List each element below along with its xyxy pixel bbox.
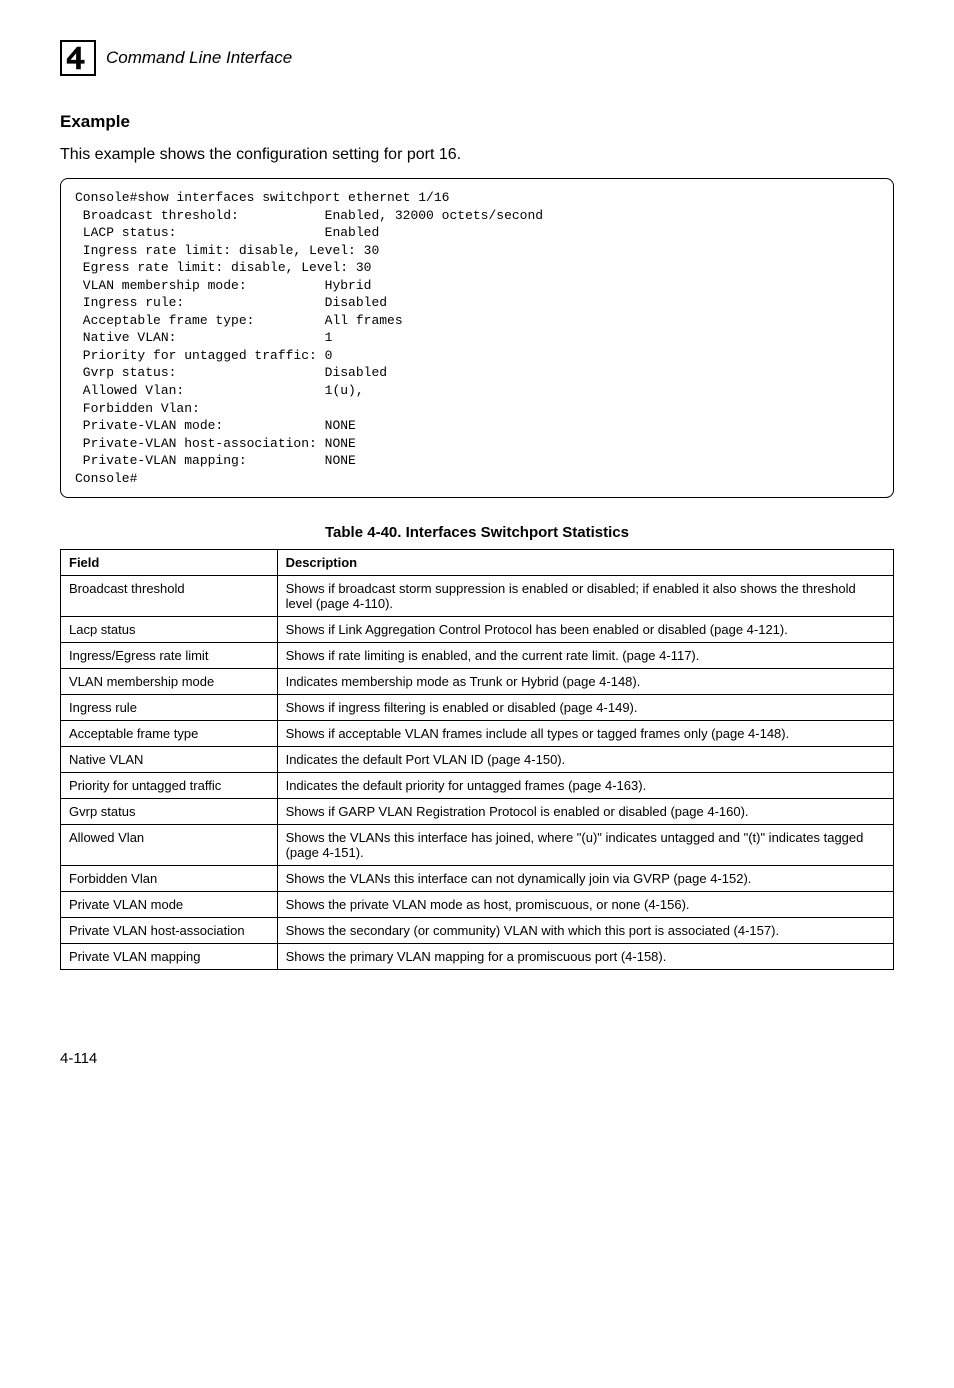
table-cell-description: Shows the primary VLAN mapping for a pro… <box>277 944 893 970</box>
table-cell-description: Shows if Link Aggregation Control Protoc… <box>277 617 893 643</box>
table-row: Private VLAN mappingShows the primary VL… <box>61 944 894 970</box>
table-cell-field: Ingress rule <box>61 695 278 721</box>
table-cell-description: Indicates membership mode as Trunk or Hy… <box>277 669 893 695</box>
table-cell-field: Private VLAN host-association <box>61 918 278 944</box>
table-row: Acceptable frame typeShows if acceptable… <box>61 721 894 747</box>
table-cell-field: Ingress/Egress rate limit <box>61 643 278 669</box>
table-cell-description: Shows if ingress filtering is enabled or… <box>277 695 893 721</box>
table-cell-description: Indicates the default Port VLAN ID (page… <box>277 747 893 773</box>
switchport-stats-table: Field Description Broadcast thresholdSho… <box>60 549 894 970</box>
table-caption: Table 4-40. Interfaces Switchport Statis… <box>60 524 894 541</box>
table-cell-field: Private VLAN mapping <box>61 944 278 970</box>
page-header: Command Line Interface <box>60 40 894 76</box>
table-row: Private VLAN modeShows the private VLAN … <box>61 892 894 918</box>
table-row: Gvrp statusShows if GARP VLAN Registrati… <box>61 799 894 825</box>
example-description: This example shows the configuration set… <box>60 146 894 164</box>
table-cell-field: Broadcast threshold <box>61 576 278 617</box>
table-row: Allowed VlanShows the VLANs this interfa… <box>61 825 894 866</box>
table-header-description: Description <box>277 550 893 576</box>
header-title: Command Line Interface <box>106 48 292 68</box>
table-cell-description: Shows if acceptable VLAN frames include … <box>277 721 893 747</box>
table-row: Lacp statusShows if Link Aggregation Con… <box>61 617 894 643</box>
table-row: Ingress/Egress rate limitShows if rate l… <box>61 643 894 669</box>
table-row: Priority for untagged trafficIndicates t… <box>61 773 894 799</box>
table-cell-field: Forbidden Vlan <box>61 866 278 892</box>
table-cell-description: Shows the private VLAN mode as host, pro… <box>277 892 893 918</box>
table-cell-field: Private VLAN mode <box>61 892 278 918</box>
console-output: Console#show interfaces switchport ether… <box>60 178 894 498</box>
page-number: 4-114 <box>60 1050 894 1067</box>
table-cell-field: Allowed Vlan <box>61 825 278 866</box>
table-body: Broadcast thresholdShows if broadcast st… <box>61 576 894 970</box>
table-cell-description: Shows the VLANs this interface has joine… <box>277 825 893 866</box>
table-cell-description: Shows the VLANs this interface can not d… <box>277 866 893 892</box>
table-cell-field: Priority for untagged traffic <box>61 773 278 799</box>
table-cell-description: Indicates the default priority for untag… <box>277 773 893 799</box>
table-row: Private VLAN host-associationShows the s… <box>61 918 894 944</box>
table-row: Native VLANIndicates the default Port VL… <box>61 747 894 773</box>
table-cell-description: Shows if GARP VLAN Registration Protocol… <box>277 799 893 825</box>
number-four-icon <box>64 44 92 72</box>
table-cell-field: Gvrp status <box>61 799 278 825</box>
table-header-row: Field Description <box>61 550 894 576</box>
example-heading: Example <box>60 112 894 132</box>
table-cell-field: Acceptable frame type <box>61 721 278 747</box>
table-cell-field: Lacp status <box>61 617 278 643</box>
table-header-field: Field <box>61 550 278 576</box>
table-row: VLAN membership modeIndicates membership… <box>61 669 894 695</box>
table-row: Broadcast thresholdShows if broadcast st… <box>61 576 894 617</box>
table-cell-description: Shows the secondary (or community) VLAN … <box>277 918 893 944</box>
chapter-icon <box>60 40 96 76</box>
table-row: Forbidden VlanShows the VLANs this inter… <box>61 866 894 892</box>
table-cell-description: Shows if rate limiting is enabled, and t… <box>277 643 893 669</box>
table-cell-field: Native VLAN <box>61 747 278 773</box>
table-row: Ingress ruleShows if ingress filtering i… <box>61 695 894 721</box>
table-cell-description: Shows if broadcast storm suppression is … <box>277 576 893 617</box>
table-cell-field: VLAN membership mode <box>61 669 278 695</box>
